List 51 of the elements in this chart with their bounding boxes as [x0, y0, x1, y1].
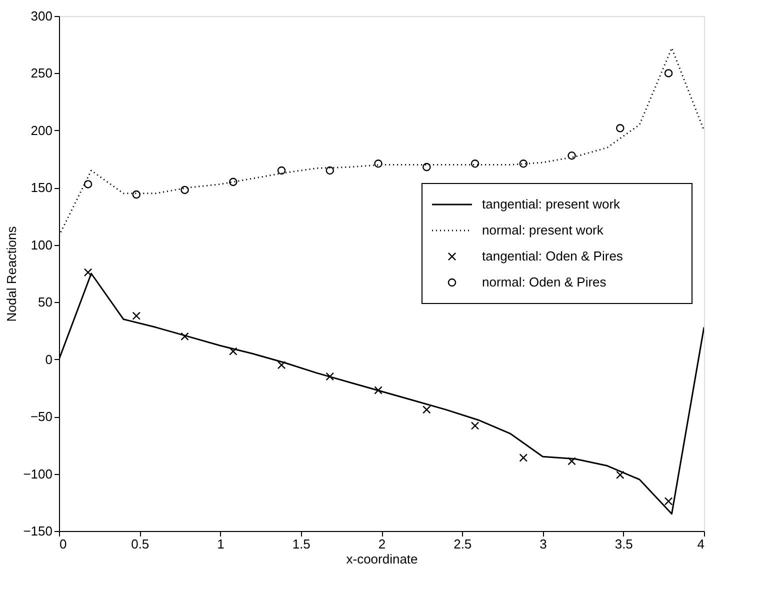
point	[616, 470, 624, 480]
point	[664, 69, 673, 78]
point	[422, 406, 431, 414]
x-tick-label: 2.5	[454, 536, 472, 552]
point	[326, 372, 334, 381]
y-tick-label: −100	[23, 466, 52, 482]
y-tick-label: 100	[30, 237, 52, 252]
point	[422, 162, 431, 172]
y-tick-label: 200	[30, 122, 52, 138]
point	[470, 422, 480, 430]
point	[568, 151, 576, 160]
legend-label: tangential: Oden & Pires	[482, 248, 624, 264]
point	[277, 360, 286, 370]
point	[568, 457, 576, 466]
point	[84, 268, 92, 276]
y-tick-label: 50	[38, 294, 52, 310]
y-tick-label: 0	[45, 352, 52, 367]
legend-label: tangential: present work	[482, 196, 621, 212]
point	[326, 166, 334, 175]
point	[616, 124, 624, 132]
legend-label: normal: present work	[482, 222, 604, 238]
x-tick-label: 2	[378, 536, 386, 552]
point	[132, 312, 141, 320]
point	[374, 386, 382, 394]
legend-label: normal: Oden & Pires	[482, 274, 607, 290]
y-tick-label: 150	[30, 180, 52, 196]
point	[180, 186, 189, 194]
point	[374, 160, 382, 168]
point	[132, 190, 141, 199]
x-tick-label: 1	[217, 536, 224, 552]
x-tick-label: 4	[697, 536, 704, 552]
point	[470, 160, 480, 168]
point	[519, 454, 528, 462]
y-axis-title: Nodal Reactions	[4, 226, 20, 322]
point	[519, 160, 528, 168]
point	[229, 178, 238, 186]
y-tick-label: 250	[30, 66, 52, 81]
x-tick-label: 0	[60, 536, 67, 552]
x-tick-label: 0.5	[131, 536, 150, 552]
y-tick-label: −150	[23, 524, 52, 538]
y-tick-label: −50	[30, 409, 52, 424]
point	[664, 497, 673, 506]
x-tick-label: 3.5	[614, 536, 633, 552]
x-axis-title: x-coordinate	[346, 552, 418, 566]
x-tick-label: 3	[540, 536, 547, 552]
point	[277, 166, 286, 175]
y-tick-label: 300	[30, 8, 52, 24]
x-tick-label: 1.5	[292, 536, 310, 552]
point	[180, 332, 189, 341]
point	[229, 347, 238, 356]
point	[84, 180, 92, 188]
